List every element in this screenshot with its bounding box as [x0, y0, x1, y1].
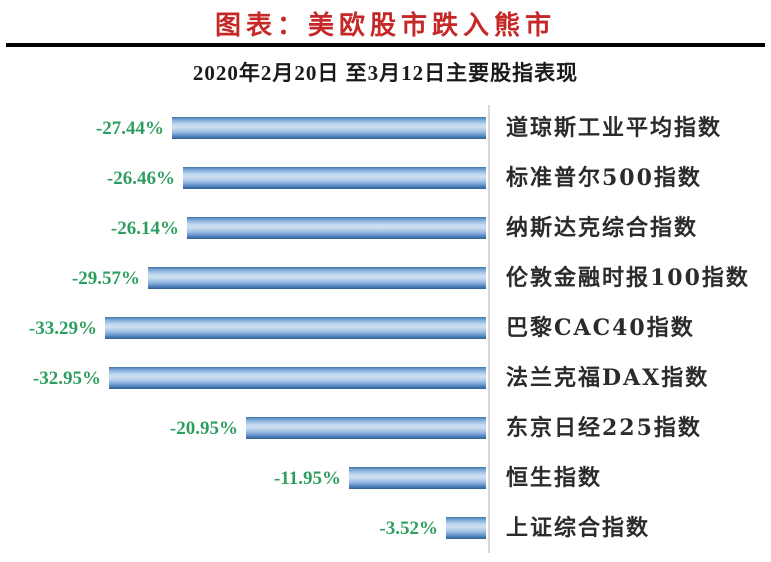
chart-row: -32.95% 法兰克福DAX指数 [0, 353, 771, 403]
index-name-label: 恒生指数 [506, 465, 603, 491]
bar [148, 267, 486, 289]
index-name-label: 标准普尔500指数 [506, 165, 702, 191]
index-name-label: 伦敦金融时报100指数 [506, 265, 750, 291]
bar [446, 517, 486, 539]
index-name-label: 巴黎CAC40指数 [506, 315, 695, 341]
bar [246, 417, 486, 439]
index-name-label: 东京日经225指数 [506, 415, 702, 441]
bar-value-label: -33.29% [28, 318, 97, 339]
bar-value-label: -32.95% [32, 368, 101, 389]
chart-row: -26.46% 标准普尔500指数 [0, 153, 771, 203]
chart-row: -33.29% 巴黎CAC40指数 [0, 303, 771, 353]
index-name-label: 上证综合指数 [506, 515, 651, 541]
chart-row: -27.44% 道琼斯工业平均指数 [0, 103, 771, 153]
bar [349, 467, 486, 489]
index-name-label: 法兰克福DAX指数 [506, 365, 710, 391]
chart-row: -26.14% 纳斯达克综合指数 [0, 203, 771, 253]
chart-title: 图表：美欧股市跌入熊市 [214, 11, 556, 41]
chart-row: -20.95% 东京日经225指数 [0, 403, 771, 453]
bar-value-label: -11.95% [273, 468, 341, 489]
title-divider [6, 43, 765, 47]
bar [109, 367, 486, 389]
index-name-label: 纳斯达克综合指数 [506, 215, 699, 241]
bar [183, 167, 486, 189]
bar-value-label: -27.44% [95, 118, 164, 139]
zero-axis-line [488, 105, 490, 553]
bar-value-label: -26.46% [106, 168, 175, 189]
bar [105, 317, 486, 339]
chart-row: -3.52% 上证综合指数 [0, 503, 771, 553]
index-name-label: 道琼斯工业平均指数 [506, 115, 723, 141]
bar [187, 217, 486, 239]
bar-value-label: -20.95% [169, 418, 238, 439]
bar-value-label: -26.14% [110, 218, 179, 239]
chart-subtitle: 2020年2月20日 至3月12日主要股指表现 [192, 61, 579, 85]
bar-value-label: -29.57% [71, 268, 140, 289]
bar [172, 117, 486, 139]
chart-row: -29.57% 伦敦金融时报100指数 [0, 253, 771, 303]
bar-chart: -27.44% 道琼斯工业平均指数 -26.46% 标准普尔500指数 -26.… [0, 103, 771, 562]
bar-value-label: -3.52% [379, 518, 438, 539]
chart-row: -11.95% 恒生指数 [0, 453, 771, 503]
